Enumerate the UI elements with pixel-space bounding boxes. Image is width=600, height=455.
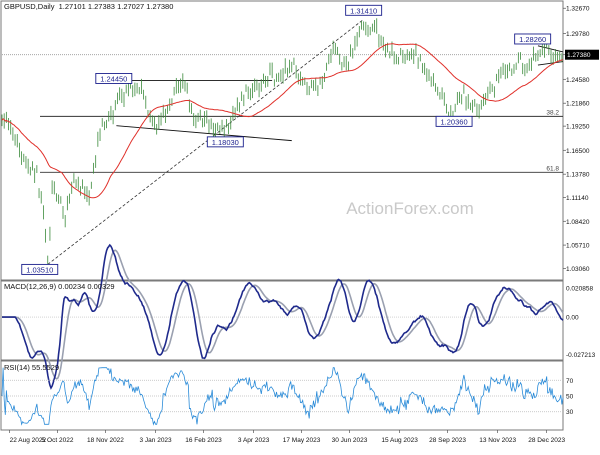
x-tick-label-4: 16 Feb 2023 bbox=[185, 437, 222, 444]
trendline-dashed bbox=[47, 18, 364, 265]
rsi-tick-label-0: 70 bbox=[566, 378, 574, 385]
price-tick-label-11: 1.03060 bbox=[566, 266, 590, 273]
macd-signal-line bbox=[2, 249, 564, 380]
symbol-label: GBPUSD bbox=[4, 2, 36, 11]
rsi-tick-label-2: 30 bbox=[566, 409, 574, 416]
sma-line bbox=[1, 43, 564, 199]
current-price-box bbox=[565, 49, 599, 60]
ohlc-open: 1.27101 bbox=[58, 2, 86, 11]
x-tick-label-0: 22 Aug 2022 bbox=[10, 437, 47, 444]
x-tick-label-9: 28 Sep 2023 bbox=[429, 437, 466, 444]
price-label-2: 1.24450 bbox=[100, 74, 127, 83]
ohlc-high: 1.27383 bbox=[87, 2, 115, 11]
price-label-box-0 bbox=[345, 4, 383, 16]
price-tick-label-6: 1.16500 bbox=[566, 148, 590, 155]
x-tick-label-3: 3 Jan 2023 bbox=[140, 437, 173, 444]
macd-tick-label-0: 0.020858 bbox=[566, 286, 593, 293]
price-label-box-2 bbox=[95, 73, 133, 84]
macd-panel-frame bbox=[0, 280, 564, 361]
price-label-box-5 bbox=[21, 263, 59, 275]
x-tick-label-10: 13 Nov 2023 bbox=[479, 437, 516, 444]
fib-label-0: 38.2 bbox=[546, 109, 559, 116]
price-tick-label-5: 1.19250 bbox=[566, 124, 590, 131]
timeframe-label: Daily bbox=[37, 2, 55, 11]
price-label-box-3 bbox=[206, 136, 244, 148]
ohlc-close: 1.27380 bbox=[146, 2, 174, 11]
channel-bottom-line bbox=[116, 125, 292, 142]
macd-header: MACD(12,26,9) 0.00234 0.00329 bbox=[4, 282, 115, 291]
rsi-header: RSI(14) 55.5529 bbox=[4, 363, 60, 372]
x-tick-label-6: 17 May 2023 bbox=[283, 437, 321, 444]
wedge-top-line bbox=[537, 45, 564, 53]
price-label-box-4 bbox=[435, 115, 473, 127]
price-label-5: 1.03510 bbox=[26, 265, 53, 274]
price-tick-label-9: 1.08420 bbox=[566, 219, 590, 226]
rsi-line bbox=[1, 367, 564, 426]
price-tick-label-4: 1.21860 bbox=[566, 101, 590, 108]
price-tick-label-10: 1.05710 bbox=[566, 243, 590, 250]
price-tick-label-7: 1.13780 bbox=[566, 172, 590, 179]
fib-label-1: 61.8 bbox=[546, 165, 559, 172]
x-tick-label-11: 28 Dec 2023 bbox=[528, 437, 565, 444]
price-label-box-1 bbox=[514, 33, 552, 45]
price-tick-label-8: 1.11140 bbox=[566, 195, 589, 202]
price-label-4: 1.20360 bbox=[441, 117, 468, 126]
x-tick-label-5: 3 Apr 2023 bbox=[238, 437, 270, 444]
macd-line bbox=[2, 243, 564, 390]
price-tick-label-1: 1.29780 bbox=[566, 31, 590, 38]
price-header: GBPUSD,Daily 1.27101 1.27383 1.27027 1.2… bbox=[4, 2, 174, 11]
price-tick-label-0: 1.32670 bbox=[566, 6, 590, 13]
price-label-0: 1.31410 bbox=[350, 6, 377, 15]
price-tick-label-3: 1.24580 bbox=[566, 77, 590, 84]
wedge-bottom-line bbox=[537, 61, 564, 66]
x-tick-label-7: 30 Jun 2023 bbox=[332, 437, 368, 444]
rsi-panel-frame bbox=[0, 360, 564, 431]
macd-tick-label-2: -0.027213 bbox=[566, 352, 596, 359]
rsi-tick-label-1: 50 bbox=[566, 394, 574, 401]
watermark: ActionForex.com bbox=[346, 199, 474, 218]
macd-tick-label-1: 0.00 bbox=[566, 315, 579, 322]
ohlc-low: 1.27027 bbox=[117, 2, 145, 11]
x-tick-label-1: 5 Oct 2022 bbox=[42, 437, 74, 444]
price-label-3: 1.18030 bbox=[212, 138, 239, 147]
x-tick-label-8: 15 Aug 2023 bbox=[381, 437, 418, 444]
x-tick-label-2: 18 Nov 2022 bbox=[87, 437, 124, 444]
current-price-label: 1.27380 bbox=[567, 52, 591, 59]
price-panel-frame bbox=[0, 0, 564, 281]
price-label-1: 1.28260 bbox=[519, 35, 546, 44]
